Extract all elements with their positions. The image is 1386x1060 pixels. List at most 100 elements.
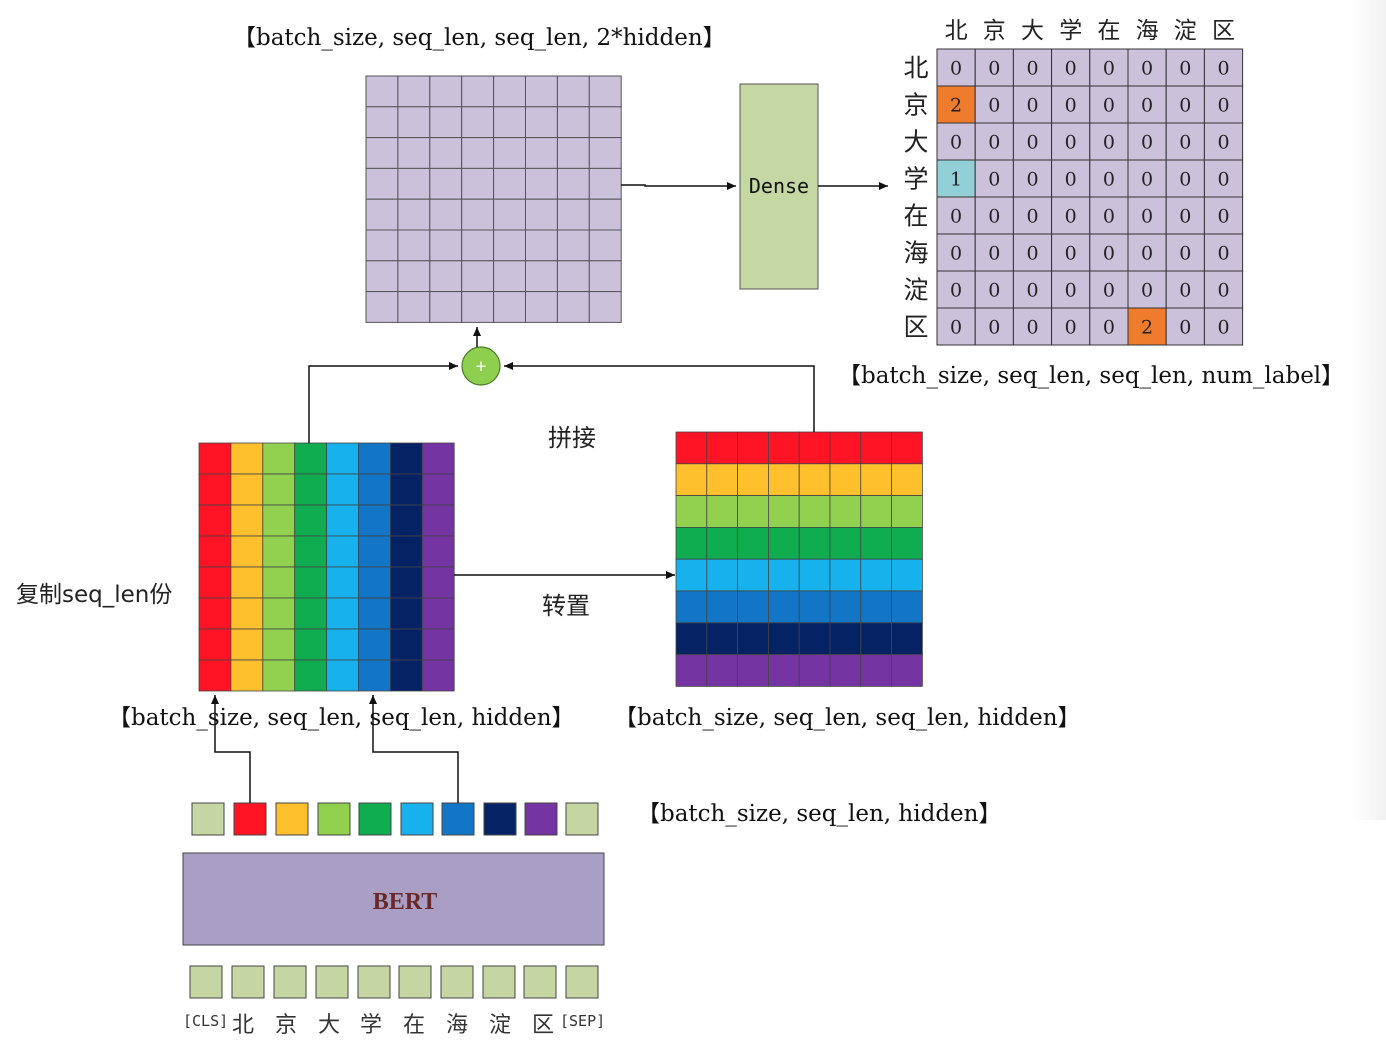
output-cell xyxy=(1089,122,1129,161)
output-cell xyxy=(936,48,976,87)
transposed-cell xyxy=(798,654,831,687)
transposed-cell xyxy=(891,431,923,465)
concat-cell xyxy=(525,106,558,139)
output-shape-label: 【batch_size, seq_len, seq_len, num_label… xyxy=(838,363,1345,389)
repeated-cell xyxy=(294,442,328,475)
concat-cell xyxy=(365,291,399,323)
token-box xyxy=(523,965,557,999)
row-axis-char: 海 xyxy=(903,239,928,268)
output-cell xyxy=(1165,233,1205,272)
transposed-cell xyxy=(675,654,708,687)
output-cell xyxy=(1012,307,1053,346)
transposed-cell xyxy=(675,590,708,624)
arrow-embedding-blue-up xyxy=(369,695,459,803)
output-cell xyxy=(936,122,976,161)
repeated-cell xyxy=(389,628,423,661)
embedding-box xyxy=(275,802,309,836)
repeated-cell xyxy=(389,535,423,568)
transposed-cell xyxy=(860,463,892,496)
output-cell xyxy=(974,233,1014,272)
output-cell xyxy=(936,270,976,309)
output-cell-value: 0 xyxy=(1217,280,1229,302)
column-axis-char: 淀 xyxy=(1174,18,1197,44)
output-matrix-column-axis: 北京大学在海淀区 xyxy=(945,18,1235,44)
output-cell-value: 0 xyxy=(1141,95,1153,117)
column-axis-char: 北 xyxy=(945,18,968,44)
token-box xyxy=(398,965,432,999)
output-cell xyxy=(1051,233,1091,272)
transposed-cell xyxy=(798,622,831,655)
transposed-cell xyxy=(768,622,800,655)
output-cell-value: 0 xyxy=(1103,243,1115,265)
output-cell-value: 0 xyxy=(988,317,1000,339)
concat-feature-grid xyxy=(365,75,622,323)
connectors xyxy=(211,182,888,803)
output-cell-value: 0 xyxy=(1103,95,1115,117)
concat-cell xyxy=(525,167,558,200)
column-axis-char: 学 xyxy=(1059,18,1082,44)
transposed-cell xyxy=(891,495,923,528)
embedding-box xyxy=(191,802,225,836)
transposed-cell xyxy=(768,527,800,560)
output-cell xyxy=(1051,307,1091,346)
transposed-cell xyxy=(829,463,862,496)
concat-cell xyxy=(461,75,495,108)
token-label: 京 xyxy=(275,1013,298,1038)
output-cell xyxy=(974,48,1014,87)
concat-cell xyxy=(493,106,527,139)
concat-cell xyxy=(556,198,590,231)
concat-cell xyxy=(525,75,558,108)
output-cell xyxy=(1127,159,1167,198)
concat-cell xyxy=(525,198,558,231)
output-cell xyxy=(974,122,1014,161)
transposed-cell xyxy=(860,654,892,687)
repeated-cell xyxy=(358,504,391,537)
concat-cell xyxy=(461,137,495,169)
transposed-cell xyxy=(891,622,923,655)
repeated-cell xyxy=(230,597,264,630)
repeated-cell xyxy=(389,504,423,537)
repeated-cell xyxy=(198,442,232,475)
output-cell xyxy=(1127,307,1167,346)
transposed-cell xyxy=(706,558,738,592)
plus-sign-icon: + xyxy=(475,357,488,375)
row-axis-char: 大 xyxy=(903,128,928,157)
output-cell-value: 0 xyxy=(1179,280,1191,302)
token-label: 在 xyxy=(403,1013,426,1038)
output-cell-value: 2 xyxy=(950,95,962,117)
repeated-cell xyxy=(262,473,296,506)
output-cell-value: 0 xyxy=(1026,95,1038,117)
transposed-cell xyxy=(675,463,708,496)
repeated-cell xyxy=(326,535,359,568)
concat-cell xyxy=(493,229,527,262)
transposed-cell xyxy=(798,495,831,528)
output-cell-value: 0 xyxy=(1026,317,1038,339)
repeated-cell xyxy=(389,442,423,475)
token-label: [SEP] xyxy=(560,1012,606,1030)
row-axis-char: 京 xyxy=(903,91,928,120)
column-axis-char: 京 xyxy=(983,18,1006,44)
output-cell-value: 0 xyxy=(1141,169,1153,191)
output-cell-value: 0 xyxy=(1179,169,1191,191)
concat-plus-node xyxy=(461,346,501,386)
concat-cell xyxy=(365,260,399,293)
concat-cell xyxy=(429,260,463,293)
dense-layer-box xyxy=(739,83,819,290)
output-cell xyxy=(1203,122,1244,161)
repeated-cell xyxy=(326,628,359,661)
transposed-cell xyxy=(675,527,708,560)
concat-cell xyxy=(397,291,431,323)
transposed-cell xyxy=(768,654,800,687)
input-token-boxes xyxy=(189,965,599,999)
output-cell-value: 0 xyxy=(1026,206,1038,228)
output-cell-value: 0 xyxy=(1103,169,1115,191)
output-cell-value: 0 xyxy=(1026,169,1038,191)
token-label: 北 xyxy=(232,1013,255,1038)
output-cell-value: 0 xyxy=(1065,58,1077,80)
repeated-cell xyxy=(262,504,296,537)
transposed-cell xyxy=(829,590,862,624)
transposed-cell xyxy=(829,527,862,560)
transposed-cell xyxy=(798,590,831,624)
repeated-cell xyxy=(262,535,296,568)
